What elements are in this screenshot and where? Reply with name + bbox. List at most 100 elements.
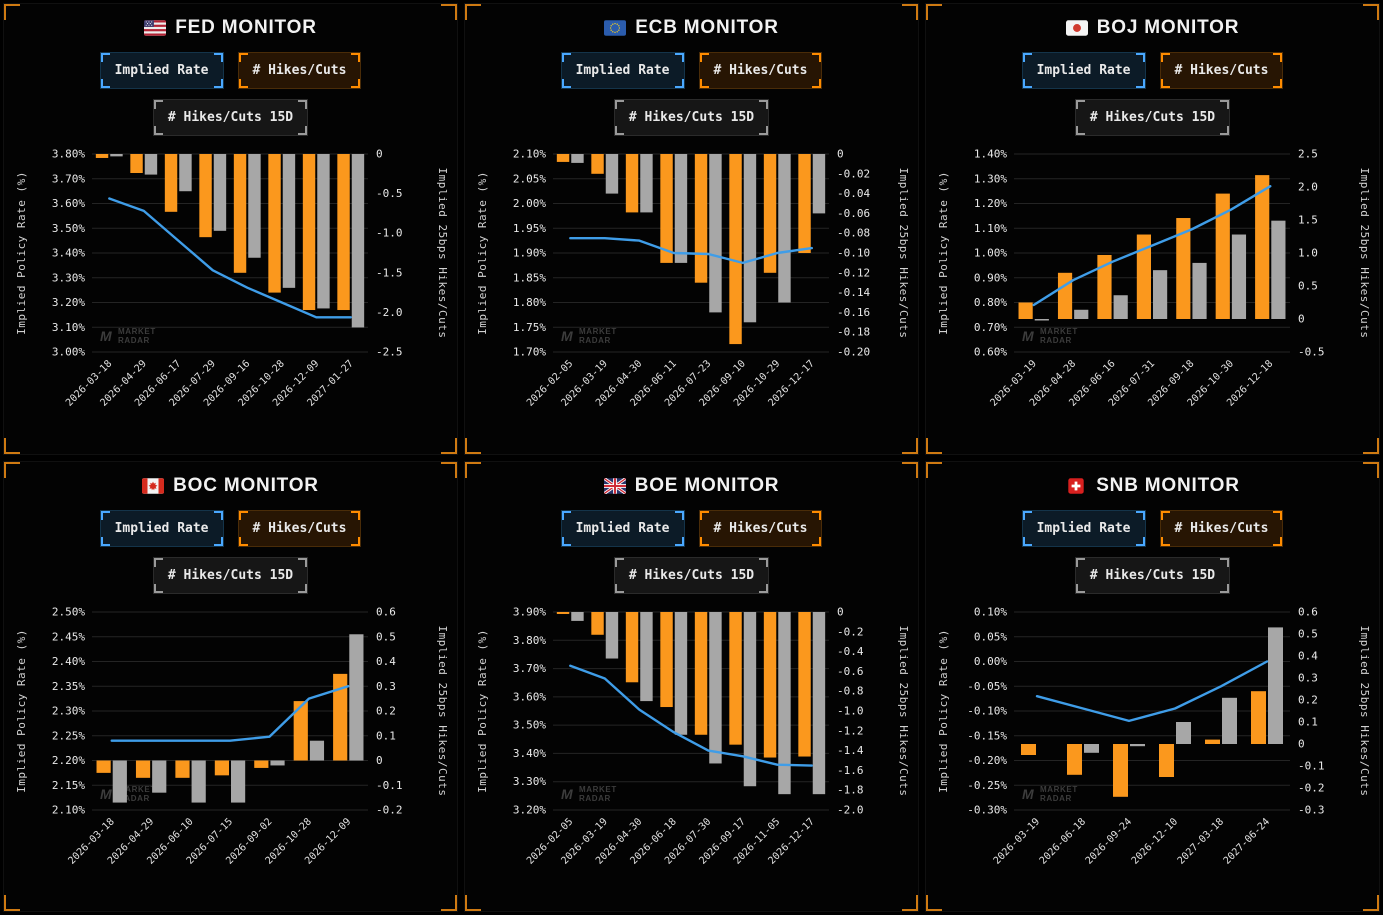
- hikes-cuts-15d-bar: [812, 154, 826, 214]
- right-axis-tick-label: 0: [376, 754, 383, 767]
- x-axis-tick-label: 2026-03-19: [992, 816, 1042, 866]
- left-axis-tick-label: -0.20%: [967, 754, 1007, 767]
- button-row-primary: Implied Rate # Hikes/Cuts: [1021, 509, 1284, 547]
- hikes-cuts-15d-bar: [282, 154, 296, 288]
- right-axis-tick-label: -0.2: [837, 625, 864, 638]
- hikes-cuts-button[interactable]: # Hikes/Cuts: [237, 509, 362, 547]
- hikes-cuts-button-label: # Hikes/Cuts: [713, 63, 808, 78]
- hikes-cuts-bar: [1057, 272, 1073, 319]
- right-axis-tick-label: 0.4: [1298, 649, 1318, 662]
- x-axis-tick-label: 2027-06-24: [1222, 816, 1272, 866]
- hikes-cuts-15d-button[interactable]: # Hikes/Cuts 15D: [152, 99, 309, 136]
- hikes-cuts-button[interactable]: # Hikes/Cuts: [1159, 509, 1284, 547]
- right-axis-tick-label: 0.5: [376, 630, 396, 643]
- implied-rate-button[interactable]: Implied Rate: [560, 509, 685, 547]
- right-axis-title: Implied 25bps Hikes/Cuts: [1358, 625, 1371, 796]
- hikes-cuts-15d-bar: [709, 154, 722, 313]
- hikes-cuts-15d-button[interactable]: # Hikes/Cuts 15D: [613, 556, 770, 594]
- hikes-cuts-bar: [729, 611, 742, 745]
- left-axis-tick-label: 1.30%: [974, 172, 1007, 185]
- fed-monitor-panel: FED MONITOR Implied Rate # Hikes/Cuts # …: [3, 3, 458, 455]
- hikes-cuts-bar: [625, 154, 639, 213]
- hikes-cuts-15d-bar: [605, 611, 619, 659]
- hikes-cuts-15d-button[interactable]: # Hikes/Cuts 15D: [613, 99, 770, 136]
- left-axis-tick-label: 3.40%: [513, 746, 546, 759]
- hikes-cuts-15d-bar: [144, 154, 158, 175]
- implied-rate-button[interactable]: Implied Rate: [560, 52, 685, 89]
- hikes-cuts-15d-button[interactable]: # Hikes/Cuts 15D: [1074, 556, 1231, 594]
- hikes-cuts-bar: [268, 154, 281, 293]
- right-axis-tick-label: 0.3: [1298, 671, 1318, 684]
- left-axis-tick-label: 1.20%: [974, 197, 1007, 210]
- left-axis-tick-label: 3.30%: [52, 271, 85, 284]
- left-axis-tick-label: 0.70%: [974, 321, 1007, 334]
- right-axis-tick-label: 2.5: [1298, 148, 1318, 161]
- chart-area: 3.20% 3.30% 3.40% 3.50% 3.60% 3.70% 3.80% 3.90%…: [469, 598, 914, 912]
- left-axis-tick-label: 3.70%: [513, 662, 546, 675]
- right-axis-title: Implied 25bps Hikes/Cuts: [897, 168, 910, 339]
- hikes-cuts-15d-bar: [1192, 262, 1207, 319]
- hikes-cuts-bar: [556, 611, 570, 614]
- right-axis-tick-label: -1.8: [837, 783, 864, 796]
- button-row-secondary: # Hikes/Cuts 15D: [613, 556, 770, 594]
- hikes-cuts-15d-bar: [1268, 626, 1283, 744]
- right-axis-tick-label: -0.5: [376, 187, 403, 200]
- left-axis-tick-label: 3.10%: [52, 321, 85, 334]
- implied-rate-line: [569, 663, 813, 767]
- left-axis-tick-label: 0.60%: [974, 346, 1007, 359]
- hikes-cuts-15d-bar: [248, 154, 261, 258]
- panel-header: SNB MONITOR: [1065, 475, 1240, 497]
- hikes-cuts-15d-button[interactable]: # Hikes/Cuts 15D: [152, 556, 309, 594]
- right-axis-tick-label: -0.5: [1298, 346, 1325, 359]
- right-axis-tick-label: -1.4: [837, 744, 864, 757]
- hikes-cuts-15d-bar: [674, 611, 688, 735]
- hikes-cuts-15d-bar: [709, 611, 722, 763]
- hikes-cuts-bar: [660, 154, 673, 263]
- right-axis-tick-label: -0.4: [837, 645, 864, 658]
- hikes-cuts-button[interactable]: # Hikes/Cuts: [698, 52, 823, 89]
- hikes-cuts-15d-bar: [1130, 743, 1145, 746]
- left-axis-title: Implied Policy Rate (%): [937, 171, 950, 335]
- right-axis-tick-label: -0.2: [1298, 781, 1325, 794]
- right-axis-tick-label: -0.14: [837, 286, 870, 299]
- svg-text:MARKET: MARKET: [118, 785, 156, 794]
- right-axis-tick-label: 0.3: [376, 679, 396, 692]
- hikes-cuts-15d-bar: [1176, 721, 1191, 744]
- hikes-cuts-button[interactable]: # Hikes/Cuts: [237, 52, 362, 89]
- implied-rate-button[interactable]: Implied Rate: [1021, 52, 1146, 89]
- implied-rate-button[interactable]: Implied Rate: [99, 52, 224, 89]
- panel-title: BOC MONITOR: [173, 474, 319, 496]
- hikes-cuts-15d-bar: [1271, 220, 1286, 319]
- hikes-cuts-15d-bar: [349, 633, 364, 760]
- hikes-cuts-button[interactable]: # Hikes/Cuts: [1159, 52, 1284, 89]
- hikes-cuts-bar: [1113, 743, 1128, 797]
- implied-rate-button[interactable]: Implied Rate: [99, 509, 224, 547]
- hikes-cuts-15d-button[interactable]: # Hikes/Cuts 15D: [1074, 99, 1231, 136]
- left-axis-tick-label: 3.00%: [52, 346, 85, 359]
- hikes-cuts-bar: [591, 154, 604, 174]
- left-axis-tick-label: -0.05%: [967, 679, 1007, 692]
- hikes-cuts-bar: [233, 154, 247, 273]
- right-axis-tick-label: 2.0: [1298, 181, 1318, 194]
- hikes-cuts-bar: [96, 760, 111, 773]
- right-axis-tick-label: -0.3: [1298, 803, 1325, 816]
- hikes-cuts-15d-bar: [152, 760, 167, 793]
- left-axis-tick-label: 0.00%: [974, 655, 1007, 668]
- left-axis-tick-label: 1.80%: [513, 296, 546, 309]
- right-axis-tick-label: 0.6: [376, 605, 396, 618]
- left-axis-tick-label: 3.20%: [52, 296, 85, 309]
- implied-rate-button-label: Implied Rate: [575, 63, 670, 78]
- svg-text:MARKET: MARKET: [579, 785, 617, 794]
- left-axis-tick-label: -0.30%: [967, 803, 1007, 816]
- right-axis-tick-label: -0.20: [837, 346, 870, 359]
- hikes-cuts-bar: [95, 154, 109, 158]
- right-axis-tick-label: 0: [837, 148, 844, 161]
- us-flag-icon: [144, 20, 167, 36]
- left-axis-tick-label: 2.25%: [52, 729, 85, 742]
- implied-rate-button[interactable]: Implied Rate: [1021, 509, 1146, 547]
- hikes-cuts-button[interactable]: # Hikes/Cuts: [698, 509, 823, 547]
- left-axis-title: Implied Policy Rate (%): [937, 629, 950, 793]
- svg-text:MARKET: MARKET: [1040, 327, 1078, 336]
- chart-svg: 2.10% 2.15% 2.20% 2.25% 2.30% 2.35% 2.40% 2.45%…: [15, 605, 449, 866]
- hikes-cuts-15d-bar: [778, 611, 791, 794]
